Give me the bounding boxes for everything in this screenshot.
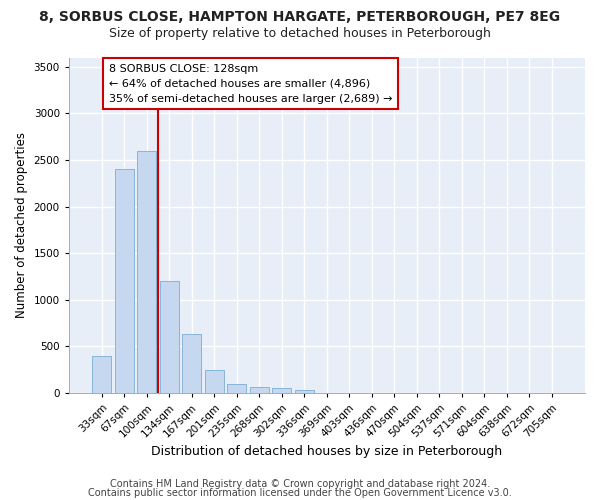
Text: Contains public sector information licensed under the Open Government Licence v3: Contains public sector information licen…: [88, 488, 512, 498]
Text: 8, SORBUS CLOSE, HAMPTON HARGATE, PETERBOROUGH, PE7 8EG: 8, SORBUS CLOSE, HAMPTON HARGATE, PETERB…: [40, 10, 560, 24]
Bar: [295, 390, 314, 393]
Bar: [115, 170, 134, 393]
Text: 8 SORBUS CLOSE: 128sqm
← 64% of detached houses are smaller (4,896)
35% of semi-: 8 SORBUS CLOSE: 128sqm ← 64% of detached…: [109, 64, 392, 104]
Text: Size of property relative to detached houses in Peterborough: Size of property relative to detached ho…: [109, 28, 491, 40]
Bar: [205, 370, 224, 393]
Bar: [137, 150, 157, 393]
Bar: [160, 281, 179, 393]
Text: Contains HM Land Registry data © Crown copyright and database right 2024.: Contains HM Land Registry data © Crown c…: [110, 479, 490, 489]
Bar: [250, 388, 269, 393]
X-axis label: Distribution of detached houses by size in Peterborough: Distribution of detached houses by size …: [151, 444, 502, 458]
Bar: [182, 334, 202, 393]
Y-axis label: Number of detached properties: Number of detached properties: [15, 132, 28, 318]
Bar: [92, 356, 112, 393]
Bar: [227, 384, 247, 393]
Bar: [272, 388, 292, 393]
